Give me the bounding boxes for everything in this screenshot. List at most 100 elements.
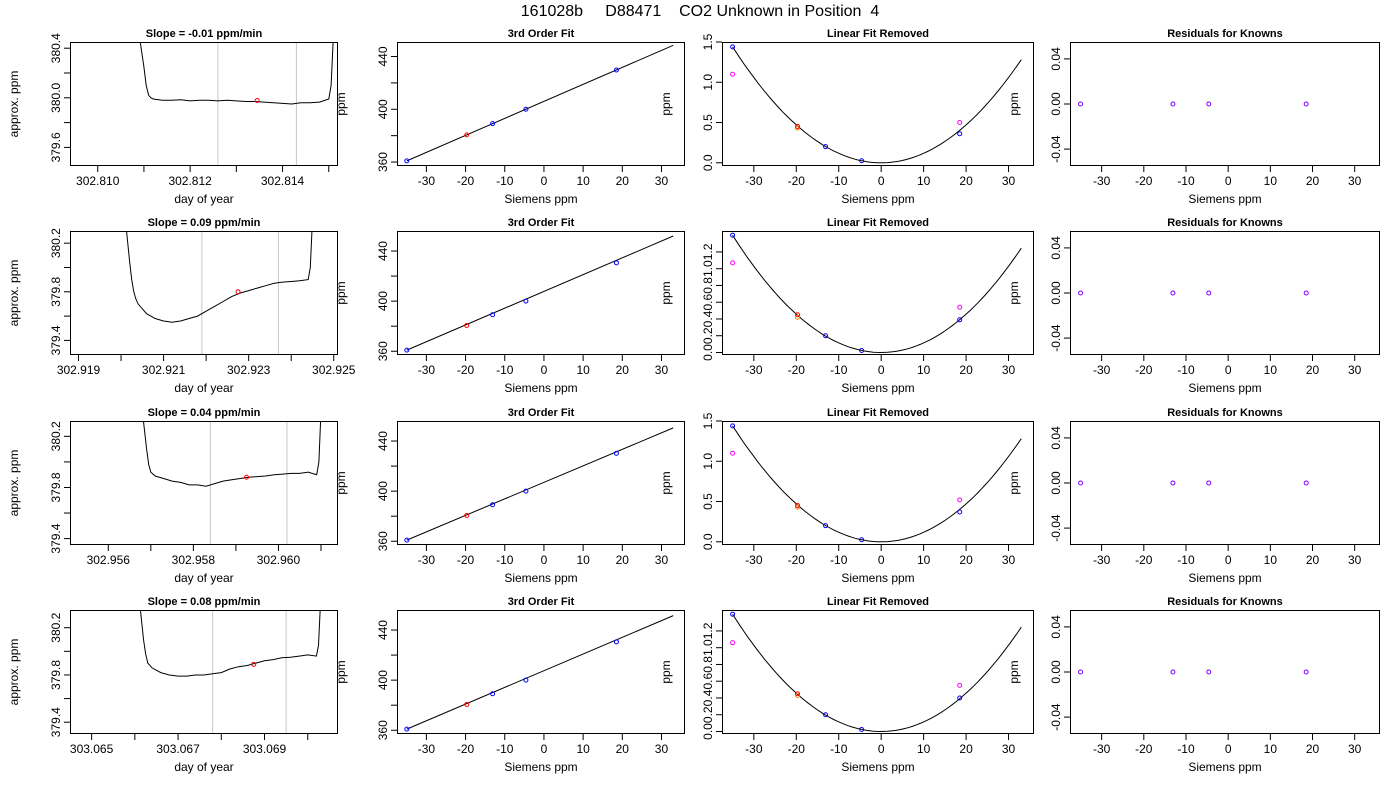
x-tick-label: 302.810 [76,174,120,188]
x-tick-label: 302.921 [142,363,186,377]
y-tick-label: 360 [376,152,390,172]
sample-point [254,98,260,104]
panel-r3-c1: Slope = 0.04 ppm/min day of year approx. p… [7,407,338,585]
x-tick-label: 10 [1264,363,1278,377]
point-magenta [957,304,963,310]
point-blue [730,611,736,617]
x-tick-label: 10 [576,363,590,377]
x-tick-label: 20 [616,742,630,756]
plot-area [1078,290,1309,296]
y-tick-label: 0.5 [701,114,715,131]
x-tick-label: -20 [457,553,475,567]
y-axis-label: approx. ppm [7,260,21,327]
plot-area [404,615,674,732]
x-tick-label: 302.923 [227,363,271,377]
trace-line [142,421,322,487]
panel-title: Linear Fit Removed [827,596,929,608]
panel-r2-c3: Linear Fit Removed Siemens ppm ppm -30 -20 -1… [659,217,1034,395]
x-axis-label: day of year [174,192,233,206]
x-tick-label: 20 [959,174,973,188]
y-tick-label: 440 [376,620,390,640]
y-tick-label: 0.0 [701,344,715,361]
x-tick-label: 30 [1002,174,1016,188]
y-axis-label: ppm [659,281,673,304]
point-purple [1303,101,1309,107]
point-purple [1303,290,1309,296]
x-tick-label: -30 [745,174,763,188]
point-blue [859,726,865,732]
y-tick-label: 360 [376,341,390,361]
x-tick-label: 0 [878,553,885,567]
x-axis-label: Siemens ppm [1188,381,1261,395]
plot-frame [1070,42,1380,166]
y-axis-label: approx. ppm [7,450,21,517]
x-tick-label: 30 [1002,553,1016,567]
x-tick-label: 30 [1002,363,1016,377]
x-tick-label: -20 [788,174,806,188]
plot-frame [722,231,1034,355]
y-tick-label: 0.0 [701,533,715,550]
x-tick-label: -10 [496,363,514,377]
panel-title: 3rd Order Fit [508,28,575,40]
x-tick-label: 30 [1348,174,1362,188]
x-tick-label: -10 [496,174,514,188]
plot-frame [397,231,685,355]
y-tick-label: 400 [376,481,390,501]
point-magenta [957,682,963,688]
point-blue [823,712,829,718]
x-tick-label: -30 [1093,742,1111,756]
x-tick-label: -10 [1177,742,1195,756]
point-magenta [730,640,736,646]
x-axis-label: day of year [174,571,233,585]
y-tick-label: 440 [376,241,390,261]
panel-r1-c1: Slope = -0.01 ppm/min day of year approx. … [7,28,338,206]
y-axis-label: ppm [1007,92,1021,115]
y-axis-label: ppm [334,92,348,115]
point-red [795,312,801,318]
plot-frame [70,231,338,355]
x-axis-label: Siemens ppm [841,192,914,206]
y-tick-label: 1.2 [701,243,715,260]
y-tick-label: 0.04 [1049,615,1063,639]
y-tick-label: 380.2 [49,228,63,258]
point-blue [404,537,410,543]
x-tick-label: 30 [1348,742,1362,756]
y-tick-label: 380.2 [49,612,63,642]
point-blue [823,333,829,339]
point-magenta [730,450,736,456]
point-red [795,124,801,130]
plot-frame [722,421,1034,545]
y-tick-label: 400 [376,670,390,690]
x-tick-label: -30 [745,742,763,756]
x-tick-label: -20 [457,363,475,377]
y-tick-label: 0.2 [701,706,715,723]
y-tick-label: -0.04 [1049,135,1063,163]
x-tick-label: 0 [1225,174,1232,188]
plot-area [139,610,321,734]
x-tick-label: 10 [1264,553,1278,567]
point-blue [823,144,829,150]
panel-title: Residuals for Knowns [1167,596,1283,608]
point-blue [490,691,496,697]
x-tick-label: 30 [655,174,669,188]
plot-area [404,44,674,164]
sample-point [235,289,241,295]
x-tick-label: 20 [616,363,630,377]
y-tick-label: 0.00 [1049,660,1063,684]
x-tick-label: -30 [418,742,436,756]
y-tick-label: 380.0 [49,82,63,112]
point-blue [523,677,529,683]
point-blue [404,158,410,164]
y-tick-label: 0.4 [701,689,715,706]
point-purple [1170,669,1176,675]
x-tick-label: 20 [1306,363,1320,377]
x-axis-label: Siemens ppm [504,192,577,206]
y-tick-label: 1.5 [701,33,715,50]
panel-r1-c4: Residuals for Knowns Siemens ppm ppm -30 -20… [1007,28,1380,206]
x-tick-label: -30 [418,174,436,188]
plot-area [404,427,674,543]
point-blue [859,158,865,164]
trace-line [139,610,321,677]
x-tick-label: 0 [1225,553,1232,567]
